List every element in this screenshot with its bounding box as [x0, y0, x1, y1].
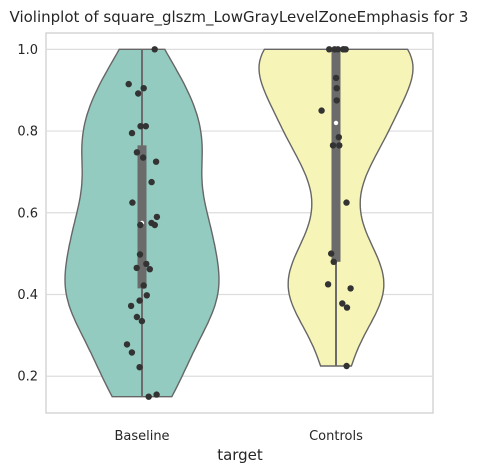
violin-iqr-box: [331, 49, 341, 262]
strip-point: [343, 304, 351, 311]
y-tick-label: 1.0: [17, 43, 38, 58]
strip-point: [137, 123, 144, 130]
strip-point: [330, 258, 337, 265]
strip-point: [136, 251, 144, 258]
strip-point: [333, 97, 340, 104]
x-tick-label: Controls: [309, 429, 363, 444]
strip-point: [335, 134, 342, 141]
strip-point: [135, 90, 142, 97]
strip-point: [326, 46, 333, 53]
strip-point: [151, 46, 158, 53]
strip-point: [343, 199, 350, 206]
strip-point: [332, 74, 340, 82]
y-tick-label: 0.6: [17, 206, 38, 221]
strip-point: [140, 282, 147, 289]
strip-point: [331, 46, 338, 53]
strip-point: [328, 250, 335, 257]
strip-point: [129, 199, 136, 206]
strip-points: [123, 46, 354, 400]
strip-point: [128, 129, 136, 137]
y-tick-labels: 0.2 0.4 0.6 0.8 1.0: [17, 43, 38, 385]
strip-point: [136, 364, 143, 371]
strip-point: [127, 302, 135, 310]
violin-median: [333, 120, 339, 126]
strip-point: [340, 46, 347, 53]
x-tick-label: Baseline: [114, 429, 169, 444]
strip-point: [143, 292, 150, 299]
strip-point: [133, 149, 141, 156]
strip-point: [140, 154, 147, 161]
strip-point: [336, 142, 343, 149]
strip-point: [333, 85, 340, 92]
strip-point: [133, 264, 140, 272]
strip-point: [343, 362, 350, 370]
strip-point: [136, 297, 143, 304]
strip-point: [152, 158, 160, 165]
strip-point: [146, 266, 153, 273]
y-tick-label: 0.8: [17, 125, 38, 140]
violin-iqr-box: [137, 145, 147, 289]
strip-point: [125, 80, 132, 88]
y-tick-label: 0.4: [17, 288, 38, 303]
strip-point: [128, 349, 136, 356]
strip-point: [329, 142, 337, 149]
strip-point: [138, 317, 146, 325]
strip-point: [153, 213, 161, 221]
x-tick-labels: Baseline Controls: [114, 429, 363, 444]
y-tick-label: 0.2: [17, 370, 38, 385]
strip-point: [318, 107, 325, 114]
strip-point: [133, 313, 141, 321]
strip-point: [123, 341, 131, 348]
strip-point: [145, 393, 152, 400]
strip-point: [339, 300, 346, 307]
strip-point: [324, 281, 332, 288]
chart-title: Violinplot of square_glszm_LowGrayLevelZ…: [10, 8, 469, 27]
strip-point: [347, 285, 354, 292]
strip-point: [143, 260, 150, 268]
strip-point: [153, 391, 160, 398]
strip-point: [142, 123, 149, 130]
x-axis-title: target: [217, 446, 263, 464]
strip-point: [148, 178, 155, 186]
strip-point: [140, 85, 147, 92]
strip-point: [151, 221, 158, 229]
strip-point: [137, 221, 144, 229]
